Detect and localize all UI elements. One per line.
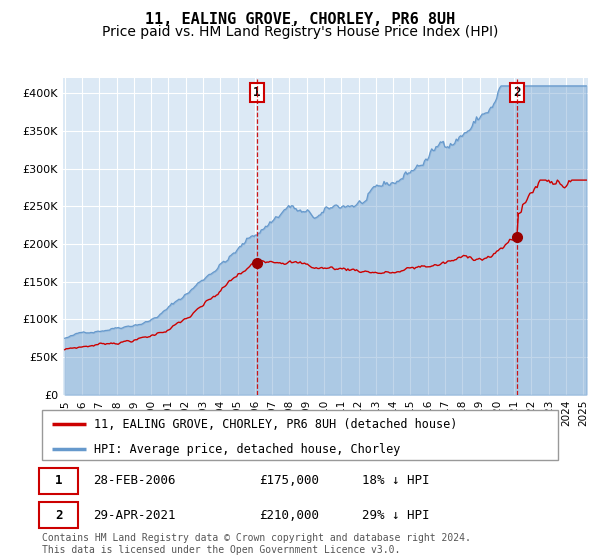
Text: 29-APR-2021: 29-APR-2021	[94, 508, 176, 521]
Text: 18% ↓ HPI: 18% ↓ HPI	[362, 474, 430, 487]
Text: 2: 2	[513, 86, 521, 99]
Text: 29% ↓ HPI: 29% ↓ HPI	[362, 508, 430, 521]
FancyBboxPatch shape	[42, 410, 558, 460]
Text: £210,000: £210,000	[259, 508, 319, 521]
Text: 1: 1	[55, 474, 62, 487]
Text: 11, EALING GROVE, CHORLEY, PR6 8UH: 11, EALING GROVE, CHORLEY, PR6 8UH	[145, 12, 455, 27]
Text: Contains HM Land Registry data © Crown copyright and database right 2024.
This d: Contains HM Land Registry data © Crown c…	[42, 533, 471, 555]
Text: £175,000: £175,000	[259, 474, 319, 487]
Text: 1: 1	[253, 86, 260, 99]
Text: 2: 2	[55, 508, 62, 521]
Text: HPI: Average price, detached house, Chorley: HPI: Average price, detached house, Chor…	[94, 443, 400, 456]
FancyBboxPatch shape	[40, 502, 78, 528]
Text: Price paid vs. HM Land Registry's House Price Index (HPI): Price paid vs. HM Land Registry's House …	[102, 25, 498, 39]
Text: 28-FEB-2006: 28-FEB-2006	[94, 474, 176, 487]
Text: 11, EALING GROVE, CHORLEY, PR6 8UH (detached house): 11, EALING GROVE, CHORLEY, PR6 8UH (deta…	[94, 418, 457, 431]
FancyBboxPatch shape	[40, 468, 78, 494]
